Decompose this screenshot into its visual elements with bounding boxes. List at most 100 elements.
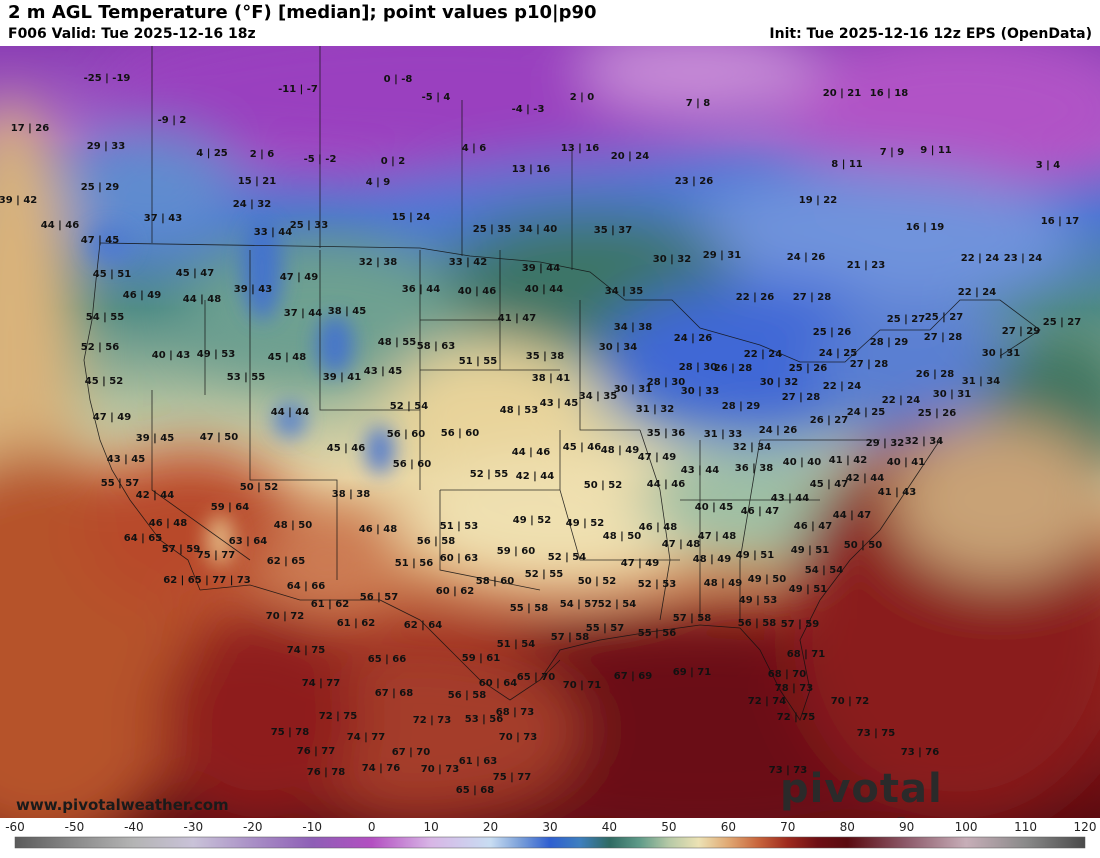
point-value-label: 20 | 21 bbox=[823, 88, 861, 99]
point-value-label: 16 | 19 bbox=[906, 222, 944, 233]
point-value-label: 42 | 44 bbox=[136, 490, 174, 501]
point-value-label: 3 | 4 bbox=[1036, 160, 1061, 171]
point-value-label: -11 | -7 bbox=[278, 84, 318, 95]
point-value-label: 22 | 24 bbox=[882, 395, 920, 406]
point-value-label: 78 | 73 bbox=[775, 683, 813, 694]
point-value-label: 54 | 55 bbox=[86, 312, 124, 323]
point-value-label: 52 | 53 bbox=[638, 579, 676, 590]
point-value-label: 40 | 43 bbox=[152, 350, 190, 361]
point-value-label: 73 | 75 bbox=[857, 728, 895, 739]
point-value-label: 46 | 48 bbox=[359, 524, 397, 535]
point-value-label: 30 | 34 bbox=[599, 342, 637, 353]
point-value-label: 30 | 32 bbox=[653, 254, 691, 265]
point-value-label: 40 | 44 bbox=[525, 284, 563, 295]
point-value-label: 13 | 16 bbox=[512, 164, 550, 175]
point-value-label: 67 | 68 bbox=[375, 688, 413, 699]
point-value-label: 70 | 72 bbox=[266, 611, 304, 622]
point-value-label: 31 | 32 bbox=[636, 404, 674, 415]
point-value-label: 27 | 28 bbox=[924, 332, 962, 343]
point-value-label: 54 | 57 bbox=[560, 599, 598, 610]
temperature-map[interactable]: -25 | -19 0 | -8 -11 | -7 -5 | 4 -4 | -3 2 | … bbox=[0, 46, 1100, 818]
point-value-label: 76 | 77 bbox=[297, 746, 335, 757]
point-value-label: 51 | 56 bbox=[395, 558, 433, 569]
point-value-label: 30 | 31 bbox=[933, 389, 971, 400]
point-value-label: 72 | 75 bbox=[777, 712, 815, 723]
point-value-label: 48 | 49 bbox=[601, 445, 639, 456]
point-value-label: 52 | 56 bbox=[81, 342, 119, 353]
point-value-label: 44 | 46 bbox=[647, 479, 685, 490]
point-value-label: 4 | 9 bbox=[366, 177, 391, 188]
point-value-label: 57 | 59 bbox=[162, 544, 200, 555]
point-value-label: 37 | 43 bbox=[144, 213, 182, 224]
point-value-label: 75 | 77 bbox=[197, 550, 235, 561]
point-value-label: 54 | 54 bbox=[805, 565, 843, 576]
point-value-label: 55 | 58 bbox=[510, 603, 548, 614]
point-value-label: -25 | -19 bbox=[84, 73, 131, 84]
point-value-label: 19 | 22 bbox=[799, 195, 837, 206]
point-value-label: 40 | 41 bbox=[887, 457, 925, 468]
point-value-label: 53 | 55 bbox=[227, 372, 265, 383]
point-value-label: 43 | 45 bbox=[364, 366, 402, 377]
point-value-label: 39 | 42 bbox=[0, 195, 37, 206]
temperature-field bbox=[0, 46, 1100, 818]
point-value-label: 75 | 77 bbox=[493, 772, 531, 783]
point-value-label: 45 | 47 bbox=[810, 479, 848, 490]
point-value-label: 45 | 48 bbox=[268, 352, 306, 363]
point-value-label: 34 | 35 bbox=[605, 286, 643, 297]
point-value-label: 22 | 26 bbox=[736, 292, 774, 303]
point-value-label: 56 | 58 bbox=[417, 536, 455, 547]
colorbar-tick-label: -20 bbox=[243, 820, 263, 834]
point-value-label: 45 | 46 bbox=[327, 443, 365, 454]
point-value-label: 22 | 24 bbox=[958, 287, 996, 298]
point-value-label: 55 | 56 bbox=[638, 628, 676, 639]
point-value-label: 26 | 28 bbox=[714, 363, 752, 374]
point-value-label: 25 | 26 bbox=[918, 408, 956, 419]
point-value-label: 22 | 24 bbox=[744, 349, 782, 360]
point-value-label: 13 | 16 bbox=[561, 143, 599, 154]
point-value-label: 59 | 60 bbox=[497, 546, 535, 557]
point-value-label: 25 | 29 bbox=[81, 182, 119, 193]
point-value-label: 34 | 35 bbox=[579, 391, 617, 402]
point-value-label: 40 | 40 bbox=[783, 457, 821, 468]
site-watermark: www.pivotalweather.com bbox=[16, 796, 229, 814]
point-value-label: 23 | 26 bbox=[675, 176, 713, 187]
point-value-label: 72 | 74 bbox=[748, 696, 786, 707]
point-value-label: 51 | 53 bbox=[440, 521, 478, 532]
point-value-label: 57 | 58 bbox=[551, 632, 589, 643]
point-value-label: 48 | 49 bbox=[704, 578, 742, 589]
point-value-label: 55 | 57 bbox=[101, 478, 139, 489]
point-value-label: -9 | 2 bbox=[158, 115, 187, 126]
point-value-label: 46 | 48 bbox=[149, 518, 187, 529]
point-value-label: 46 | 48 bbox=[639, 522, 677, 533]
valid-time: F006 Valid: Tue 2025-12-16 18z bbox=[8, 26, 256, 42]
point-value-label: 25 | 35 bbox=[473, 224, 511, 235]
point-value-label: 47 | 50 bbox=[200, 432, 238, 443]
point-value-label: 74 | 77 bbox=[347, 732, 385, 743]
point-value-label: 44 | 46 bbox=[41, 220, 79, 231]
point-value-label: 29 | 32 bbox=[866, 438, 904, 449]
point-value-label: 68 | 71 bbox=[787, 649, 825, 660]
point-value-label: 49 | 51 bbox=[736, 550, 774, 561]
point-value-label: 27 | 28 bbox=[850, 359, 888, 370]
point-value-label: 48 | 50 bbox=[603, 531, 641, 542]
point-value-label: 43 | 45 bbox=[107, 454, 145, 465]
point-value-label: 39 | 41 bbox=[323, 372, 361, 383]
point-value-label: 41 | 43 bbox=[878, 487, 916, 498]
point-value-label: 25 | 26 bbox=[789, 363, 827, 374]
point-value-label: 33 | 44 bbox=[254, 227, 292, 238]
point-value-label: 56 | 60 bbox=[393, 459, 431, 470]
point-value-label: 16 | 17 bbox=[1041, 216, 1079, 227]
map-title: 2 m AGL Temperature (°F) [median]; point… bbox=[8, 2, 597, 23]
point-value-label: 34 | 38 bbox=[614, 322, 652, 333]
colorbar-tick-label: 10 bbox=[423, 820, 438, 834]
point-value-label: 25 | 33 bbox=[290, 220, 328, 231]
point-value-label: 62 | 65 bbox=[267, 556, 305, 567]
point-value-label: 26 | 27 bbox=[810, 415, 848, 426]
point-value-label: 48 | 55 bbox=[378, 337, 416, 348]
point-value-label: 70 | 71 bbox=[563, 680, 601, 691]
point-value-label: 24 | 26 bbox=[759, 425, 797, 436]
colorbar-tick-label: 20 bbox=[483, 820, 498, 834]
point-value-label: 65 | 68 bbox=[456, 785, 494, 796]
point-value-label: 28 | 30 bbox=[679, 362, 717, 373]
point-value-label: 70 | 73 bbox=[421, 764, 459, 775]
